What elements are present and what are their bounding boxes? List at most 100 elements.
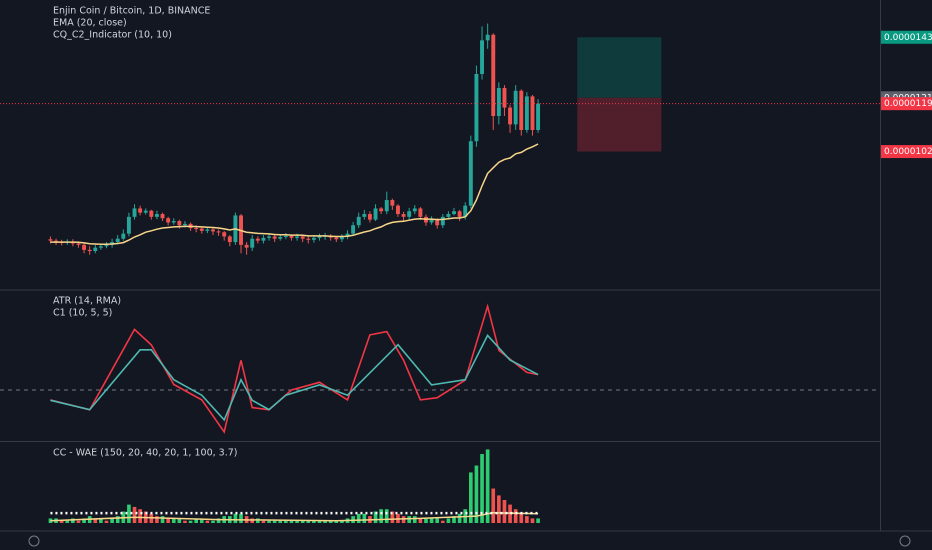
histogram-bar — [412, 516, 417, 524]
candle-body — [491, 34, 496, 116]
candle-body — [524, 96, 529, 130]
candle-body — [166, 218, 171, 223]
histogram-bar — [216, 518, 221, 524]
candle-body — [379, 208, 384, 212]
histogram-bar — [469, 472, 473, 524]
candle-body — [171, 221, 176, 223]
candle-body — [115, 238, 120, 243]
candle-body — [295, 236, 300, 238]
candle-body — [306, 238, 311, 240]
candle-body — [496, 87, 501, 116]
histogram-bar — [379, 509, 383, 524]
price-tag-label: 0.00001431 — [884, 33, 932, 43]
candle-body — [418, 208, 423, 217]
histogram-bar — [211, 520, 215, 524]
candle-body — [98, 246, 103, 248]
candle-body — [373, 208, 378, 220]
candle-body — [143, 210, 148, 213]
candle-body — [480, 40, 484, 74]
candle-body — [194, 228, 199, 230]
histogram-bar — [99, 518, 103, 524]
histogram-bar — [65, 520, 70, 524]
histogram-bar — [278, 520, 283, 524]
candle-body — [362, 214, 367, 217]
histogram-bar — [452, 516, 456, 524]
explosion-line — [50, 511, 539, 522]
histogram-bar — [485, 449, 490, 524]
histogram-bar — [59, 520, 64, 524]
histogram-bar — [272, 520, 277, 524]
histogram-bar — [323, 520, 327, 524]
candle-body — [485, 34, 490, 41]
candle-body — [222, 232, 227, 237]
histogram-bar — [407, 516, 411, 524]
histogram-bar — [76, 520, 81, 524]
histogram-bar — [199, 518, 204, 524]
candle-body — [48, 239, 53, 241]
histogram-bar — [177, 518, 182, 524]
candle-body — [216, 231, 221, 233]
candle-body — [508, 107, 513, 125]
candle-body — [339, 237, 344, 240]
histogram-bar — [435, 518, 440, 524]
candle-body — [300, 236, 305, 239]
histogram-bar — [127, 504, 131, 524]
candle-body — [457, 211, 462, 217]
histogram-bar — [457, 513, 462, 524]
candle-body — [255, 238, 260, 241]
loss-zone — [577, 97, 662, 152]
histogram-bar — [480, 454, 484, 524]
labels: 0.000014310.000012150.000011940.00001023 — [881, 30, 932, 159]
histogram-bar — [474, 465, 479, 524]
candle-body — [412, 208, 417, 212]
histogram-bar — [340, 520, 344, 524]
candle-body — [345, 233, 350, 238]
candle-body — [530, 96, 535, 130]
histogram-bar — [312, 520, 316, 524]
candle-body — [390, 200, 395, 206]
indicator-label: C1 (10, 5, 5) — [53, 308, 112, 319]
candle-body — [429, 219, 434, 223]
histogram-bar — [115, 516, 120, 524]
candle-body — [440, 216, 445, 226]
candle-body — [474, 73, 479, 142]
indicator-label: EMA (20, close) — [53, 18, 127, 29]
candle-body — [87, 249, 92, 252]
candle-body — [244, 244, 249, 248]
candle-body — [468, 141, 473, 206]
histogram-bar — [233, 513, 238, 524]
zoom-icon[interactable] — [28, 535, 40, 547]
histogram-bar — [424, 518, 428, 524]
histogram-bar — [82, 518, 86, 524]
candle-body — [160, 214, 165, 219]
histogram-bar — [71, 518, 75, 524]
candle-body — [502, 87, 507, 108]
histogram-bar — [530, 518, 535, 524]
histogram-bar — [183, 520, 187, 524]
candle-body — [149, 210, 154, 217]
histogram-bar — [138, 509, 142, 524]
histogram-bar — [429, 518, 434, 524]
candle-body — [513, 90, 518, 125]
candle-body — [227, 236, 232, 243]
histogram-bar — [418, 518, 423, 524]
candle-body — [311, 237, 316, 240]
indicator-label: CQ_C2_Indicator (10, 10) — [53, 30, 172, 41]
histogram-bar — [334, 520, 339, 524]
candle-body — [351, 225, 356, 234]
ema-line — [50, 143, 539, 246]
histogram-bar — [160, 516, 165, 524]
histogram-bar — [250, 518, 255, 524]
histogram-bar — [155, 516, 159, 524]
histogram-bar — [295, 520, 299, 524]
histogram-bar — [362, 513, 367, 524]
indicator-label: CC - WAE (150, 20, 40, 20, 1, 100, 3.7) — [53, 448, 237, 459]
candle-body — [126, 216, 131, 234]
settings-icon[interactable] — [899, 535, 911, 547]
profit-zone — [577, 37, 662, 98]
candle-body — [267, 236, 272, 238]
histogram-bar — [300, 520, 305, 524]
histogram-bar — [132, 506, 137, 524]
histogram-bar — [384, 509, 389, 524]
